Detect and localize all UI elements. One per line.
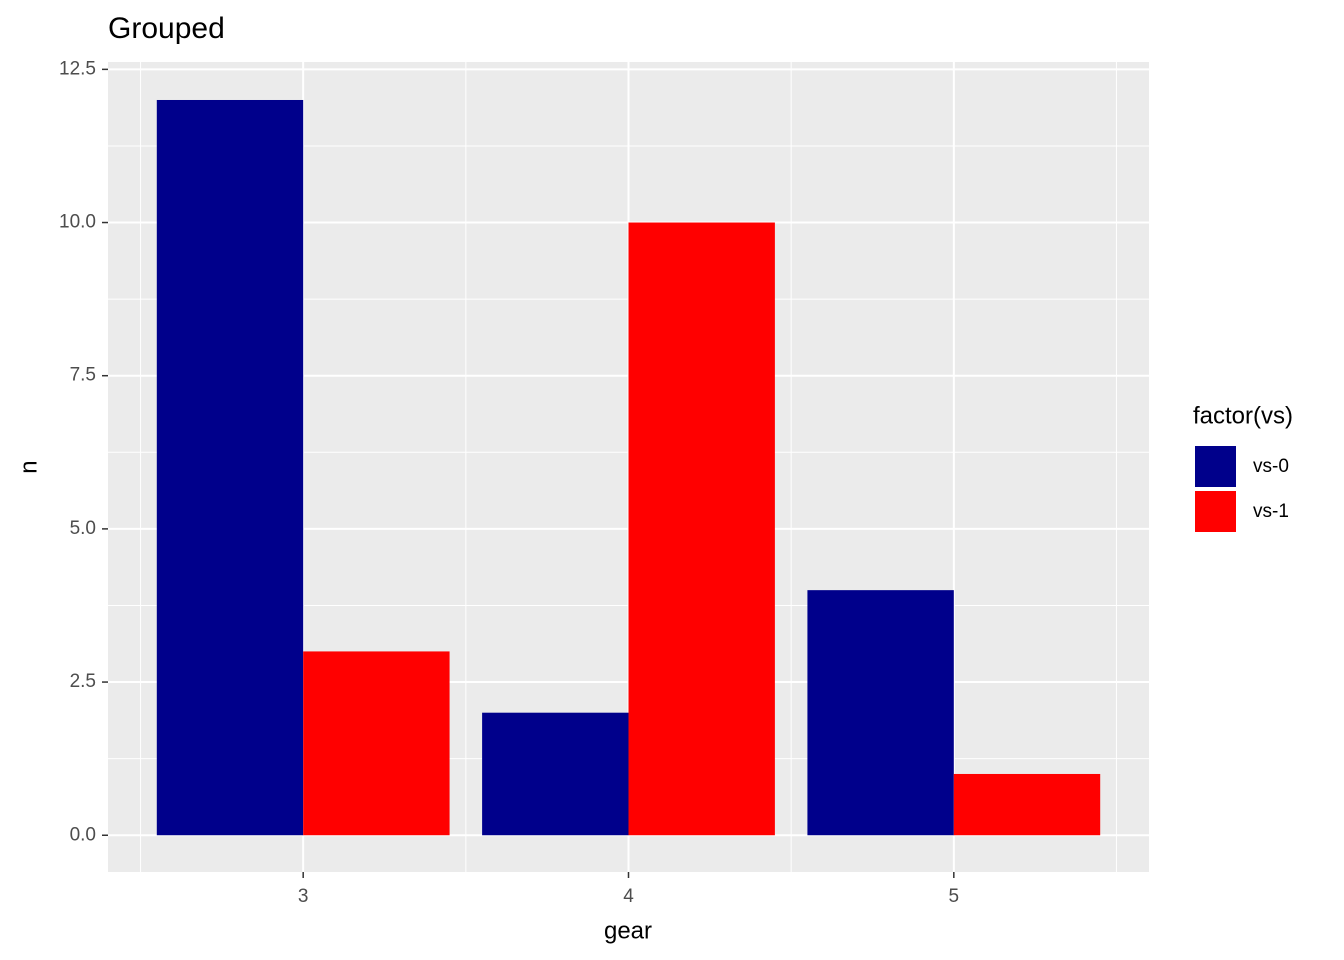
legend-title: factor(vs) <box>1193 402 1293 429</box>
legend-label: vs-1 <box>1253 501 1289 522</box>
bar <box>953 773 1101 836</box>
y-axis-title: n <box>15 460 42 473</box>
x-tick-label: 4 <box>623 886 634 907</box>
bar <box>156 99 304 836</box>
y-tick-label: 0.0 <box>70 824 96 845</box>
bar <box>807 590 954 836</box>
x-tick-label: 5 <box>949 886 960 907</box>
bar <box>303 651 450 836</box>
y-tick-label: 2.5 <box>70 671 96 692</box>
y-tick-label: 5.0 <box>70 518 96 539</box>
legend-key <box>1193 489 1238 534</box>
legend-key <box>1193 444 1238 489</box>
x-tick-label: 3 <box>298 886 309 907</box>
bar <box>482 712 629 836</box>
y-tick-label: 12.5 <box>59 58 96 79</box>
chart-title: Grouped <box>108 12 225 45</box>
marks <box>156 99 1101 836</box>
y-tick-label: 10.0 <box>59 212 96 233</box>
legend-label: vs-0 <box>1253 456 1289 477</box>
y-tick-label: 7.5 <box>70 365 96 386</box>
x-axis-title: gear <box>604 917 652 944</box>
bar <box>628 222 775 836</box>
